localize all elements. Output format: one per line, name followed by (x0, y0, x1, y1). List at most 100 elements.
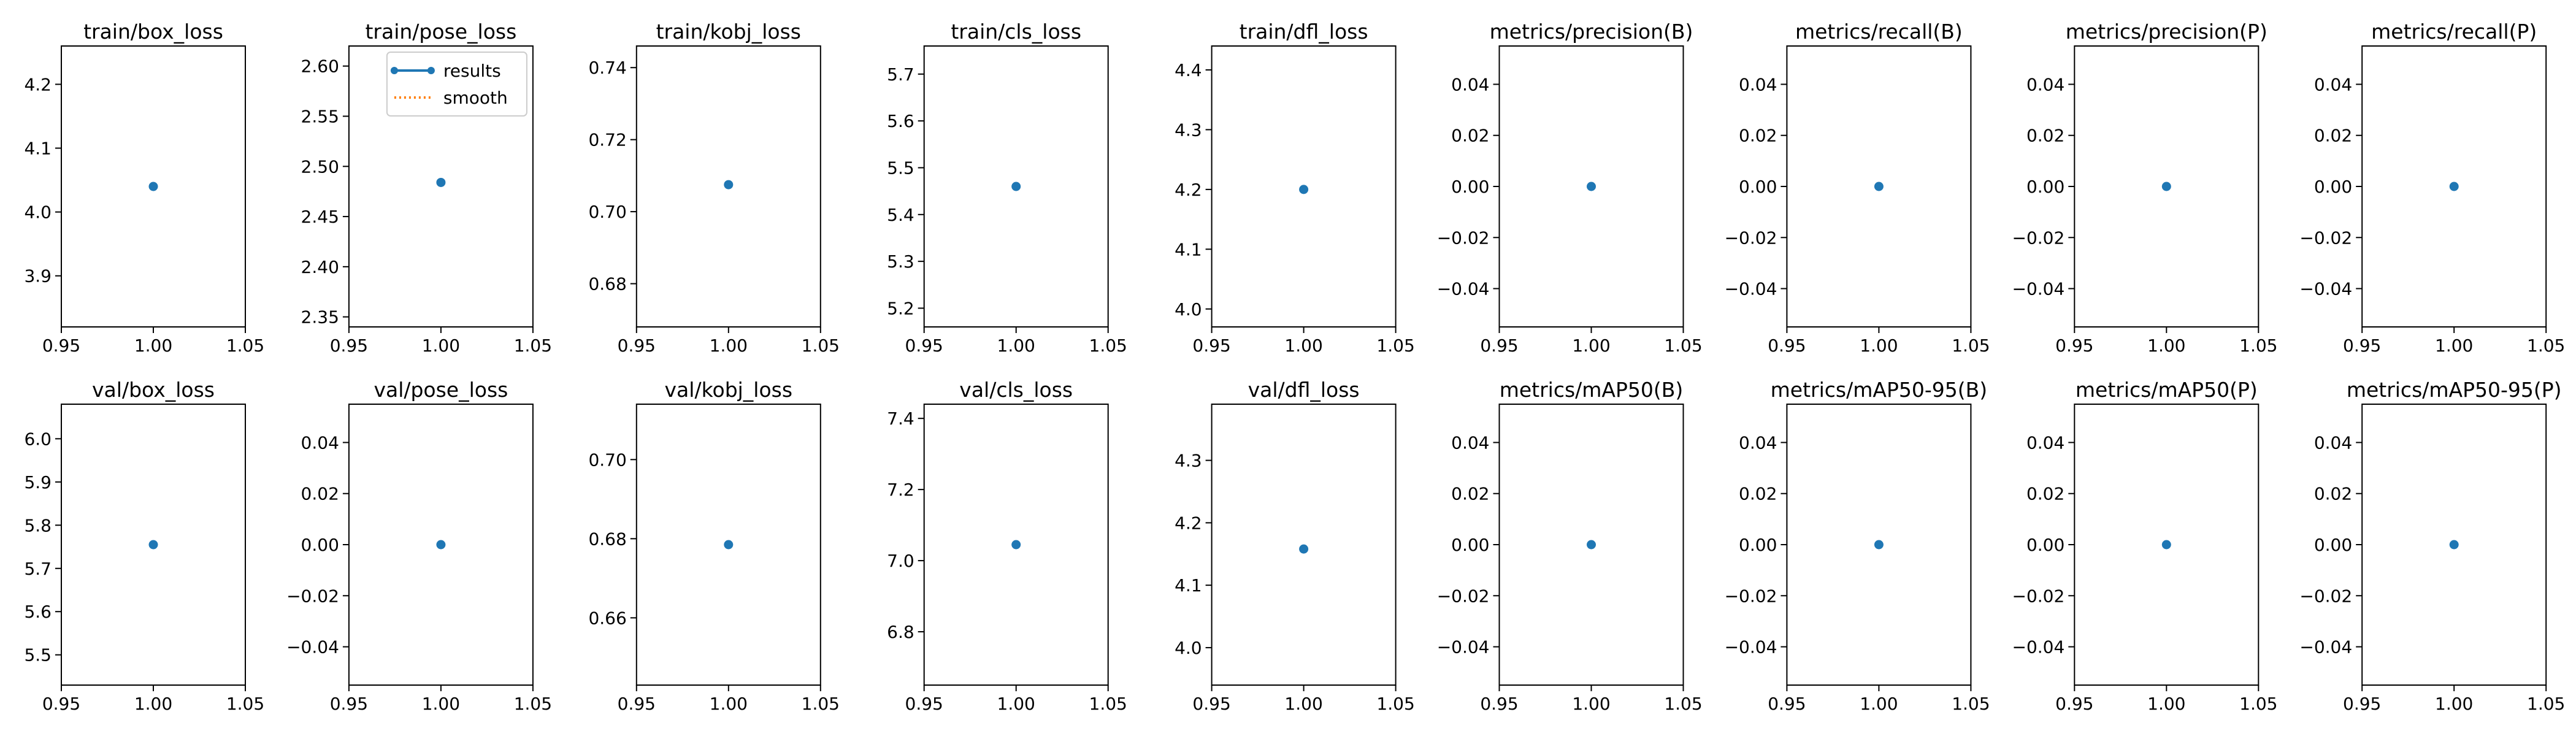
subplot-title: train/dfl_loss (1240, 20, 1368, 44)
legend-label: results (443, 61, 501, 81)
subplot-17: metrics/mAP50-95(P) 0.95 1.00 1.05 −0.04 −0.0… (2299, 378, 2565, 714)
y-tick-label: 0.02 (2314, 484, 2352, 504)
y-tick-label: 4.2 (24, 74, 52, 94)
y-tick-label: 0.00 (2314, 177, 2352, 197)
subplot-14: metrics/mAP50(B) 0.95 1.00 1.05 −0.04 −0.02 0.… (1437, 378, 1703, 714)
y-tick-label: −0.02 (1437, 586, 1490, 606)
y-tick-label: −0.04 (286, 637, 339, 657)
x-tick-label: 1.00 (1572, 335, 1610, 356)
x-tick-label: 0.95 (330, 694, 368, 714)
subplot-3: train/cls_loss 0.95 1.00 1.05 5.2 5.3 5.4 5.5 5.… (887, 20, 1127, 356)
x-tick-label: 1.00 (1860, 335, 1898, 356)
x-tick-label: 0.95 (2055, 694, 2093, 714)
x-tick-label: 1.05 (226, 694, 264, 714)
subplot-12: val/cls_loss 0.95 1.00 1.05 6.8 7.0 7.2 7.4 (887, 378, 1127, 714)
y-tick-label: 0.04 (2026, 74, 2064, 94)
x-tick-label: 1.05 (1664, 694, 1702, 714)
x-tick-label: 1.00 (134, 694, 172, 714)
x-tick-label: 1.05 (226, 335, 264, 356)
y-tick-label: 5.7 (24, 559, 52, 579)
x-tick-label: 1.00 (1284, 335, 1322, 356)
subplot-2: train/kobj_loss 0.95 1.00 1.05 0.68 0.70 0.72 0… (588, 20, 840, 356)
x-tick-label: 1.00 (1572, 694, 1610, 714)
y-tick-label: −0.04 (1725, 637, 1777, 657)
x-tick-label: 0.95 (1192, 694, 1230, 714)
subplot-16: metrics/mAP50(P) 0.95 1.00 1.05 −0.04 −0.02 0.… (2012, 378, 2277, 714)
x-tick-label: 1.00 (422, 335, 460, 356)
x-tick-label: 1.05 (1089, 694, 1127, 714)
y-tick-label: 2.40 (301, 257, 339, 277)
subplot-title: metrics/recall(B) (1795, 20, 1963, 44)
x-tick-label: 1.05 (1952, 694, 1990, 714)
x-tick-label: 1.00 (2147, 694, 2185, 714)
x-tick-label: 1.05 (2527, 694, 2565, 714)
y-tick-label: 0.04 (2314, 432, 2352, 453)
y-tick-label: −0.02 (2299, 586, 2352, 606)
x-tick-label: 0.95 (905, 694, 943, 714)
x-tick-label: 0.95 (905, 335, 943, 356)
x-tick-label: 1.05 (2239, 694, 2277, 714)
x-tick-label: 1.00 (422, 694, 460, 714)
y-tick-label: 0.00 (2026, 177, 2064, 197)
data-point (2161, 182, 2171, 191)
subplot-title: metrics/precision(B) (1490, 20, 1693, 44)
x-tick-label: 0.95 (2055, 335, 2093, 356)
y-tick-label: 0.00 (1451, 535, 1489, 555)
subplot-9: val/box_loss 0.95 1.00 1.05 5.5 5.6 5.7 5.8 5.9 6… (24, 378, 264, 714)
subplot-6: metrics/recall(B) 0.95 1.00 1.05 −0.04 −0.02 0… (1725, 20, 1990, 356)
y-tick-label: 5.8 (24, 515, 52, 535)
subplot-title: val/pose_loss (374, 378, 508, 402)
subplot-title: metrics/mAP50-95(P) (2347, 378, 2562, 402)
x-tick-label: 1.00 (2147, 335, 2185, 356)
subplot-4: train/dfl_loss 0.95 1.00 1.05 4.0 4.1 4.2 4.3 4.… (1175, 20, 1415, 356)
subplot-title: metrics/mAP50(B) (1500, 378, 1684, 402)
y-tick-label: 4.1 (24, 139, 52, 159)
y-tick-label: 0.00 (301, 535, 339, 555)
subplot-13: val/dfl_loss 0.95 1.00 1.05 4.0 4.1 4.2 4.3 (1175, 378, 1415, 714)
subplot-title: val/cls_loss (959, 378, 1073, 402)
y-tick-label: −0.04 (1437, 279, 1490, 299)
y-tick-label: −0.04 (2012, 637, 2064, 657)
y-tick-label: 0.02 (1739, 126, 1777, 146)
y-tick-label: 5.2 (887, 298, 914, 318)
y-tick-label: 0.72 (588, 130, 626, 150)
data-point (724, 540, 734, 550)
x-tick-label: 1.00 (2435, 694, 2473, 714)
y-tick-label: 2.60 (301, 56, 339, 77)
y-tick-label: 4.0 (1175, 299, 1202, 320)
y-tick-label: 2.35 (301, 307, 339, 328)
subplot-15: metrics/mAP50-95(B) 0.95 1.00 1.05 −0.04 −0.0… (1725, 378, 1990, 714)
subplot-title: val/box_loss (92, 378, 215, 402)
y-tick-label: 0.02 (1739, 484, 1777, 504)
y-tick-label: 0.02 (2314, 126, 2352, 146)
y-tick-label: 4.4 (1175, 60, 1202, 80)
y-tick-label: 0.04 (1451, 74, 1489, 94)
y-tick-label: 6.8 (887, 622, 914, 642)
subplot-11: val/kobj_loss 0.95 1.00 1.05 0.66 0.68 0.70 (588, 378, 840, 714)
x-tick-label: 1.00 (997, 335, 1035, 356)
y-tick-label: 7.0 (887, 551, 914, 571)
x-tick-label: 0.95 (1480, 694, 1518, 714)
y-tick-label: 3.9 (24, 266, 52, 286)
data-point (2449, 540, 2459, 550)
y-tick-label: 5.6 (24, 602, 52, 622)
subplot-title: metrics/mAP50(P) (2076, 378, 2258, 402)
data-point (1299, 185, 1309, 194)
y-tick-label: 0.68 (588, 274, 626, 294)
y-tick-label: −0.02 (1725, 228, 1777, 248)
data-point (1874, 182, 1884, 191)
x-tick-label: 1.00 (710, 694, 748, 714)
data-point (724, 180, 734, 190)
subplot-title: train/box_loss (83, 20, 223, 44)
x-tick-label: 0.95 (2343, 694, 2381, 714)
data-point (436, 540, 446, 550)
y-tick-label: 4.0 (1175, 638, 1202, 658)
y-tick-label: 5.5 (887, 158, 914, 178)
y-tick-label: 0.04 (301, 432, 339, 453)
y-tick-label: 0.04 (1739, 74, 1777, 94)
subplot-title: metrics/recall(P) (2371, 20, 2537, 44)
x-tick-label: 0.95 (42, 694, 80, 714)
data-point (1011, 182, 1021, 191)
x-tick-label: 1.00 (1284, 694, 1322, 714)
